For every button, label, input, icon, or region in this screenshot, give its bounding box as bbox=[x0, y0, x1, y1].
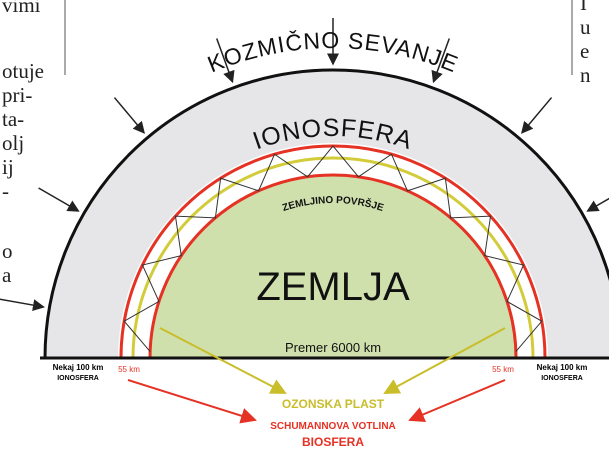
height-label: Nekaj 100 km bbox=[53, 363, 104, 372]
side-text: ij bbox=[2, 155, 14, 179]
layer-label: IONOSFERA bbox=[541, 375, 583, 382]
cavity-height: 55 km bbox=[492, 365, 514, 374]
layer-label: IONOSFERA bbox=[57, 375, 99, 382]
side-text: - bbox=[2, 179, 9, 203]
diagram: KOZMIČNO SEVANJE IONOSFERA ZEMLJINO POVR… bbox=[0, 0, 609, 451]
height-label: Nekaj 100 km bbox=[537, 363, 588, 372]
layers bbox=[45, 70, 609, 358]
ozone-label: OZONSKA PLAST bbox=[282, 397, 385, 411]
side-text: pri- bbox=[2, 83, 32, 107]
cavity-arrow bbox=[128, 380, 255, 420]
side-text: n bbox=[580, 63, 591, 87]
side-text: I bbox=[580, 0, 587, 15]
side-text: vimi bbox=[2, 0, 41, 17]
side-text: e bbox=[580, 39, 589, 63]
radiation-arrow bbox=[114, 98, 144, 133]
cavity-label: SCHUMANNOVA VOTLINA bbox=[270, 421, 396, 432]
biosphere-label: BIOSFERA bbox=[302, 435, 364, 449]
cavity-height: 55 km bbox=[118, 365, 140, 374]
side-text: ta- bbox=[2, 107, 24, 131]
radiation-arrow bbox=[522, 98, 552, 133]
radiation-arrow bbox=[39, 188, 79, 211]
radiation-arrow bbox=[0, 299, 43, 307]
side-text: a bbox=[2, 263, 12, 287]
cavity-arrow bbox=[410, 380, 505, 420]
diameter-label: Premer 6000 km bbox=[285, 340, 381, 355]
side-text: olj bbox=[2, 131, 24, 155]
side-text: otuje bbox=[2, 59, 44, 83]
side-text: u bbox=[580, 15, 591, 39]
earth-label: ZEMLJA bbox=[256, 265, 410, 309]
side-text: o bbox=[2, 239, 13, 263]
radiation-arrow bbox=[588, 188, 609, 211]
